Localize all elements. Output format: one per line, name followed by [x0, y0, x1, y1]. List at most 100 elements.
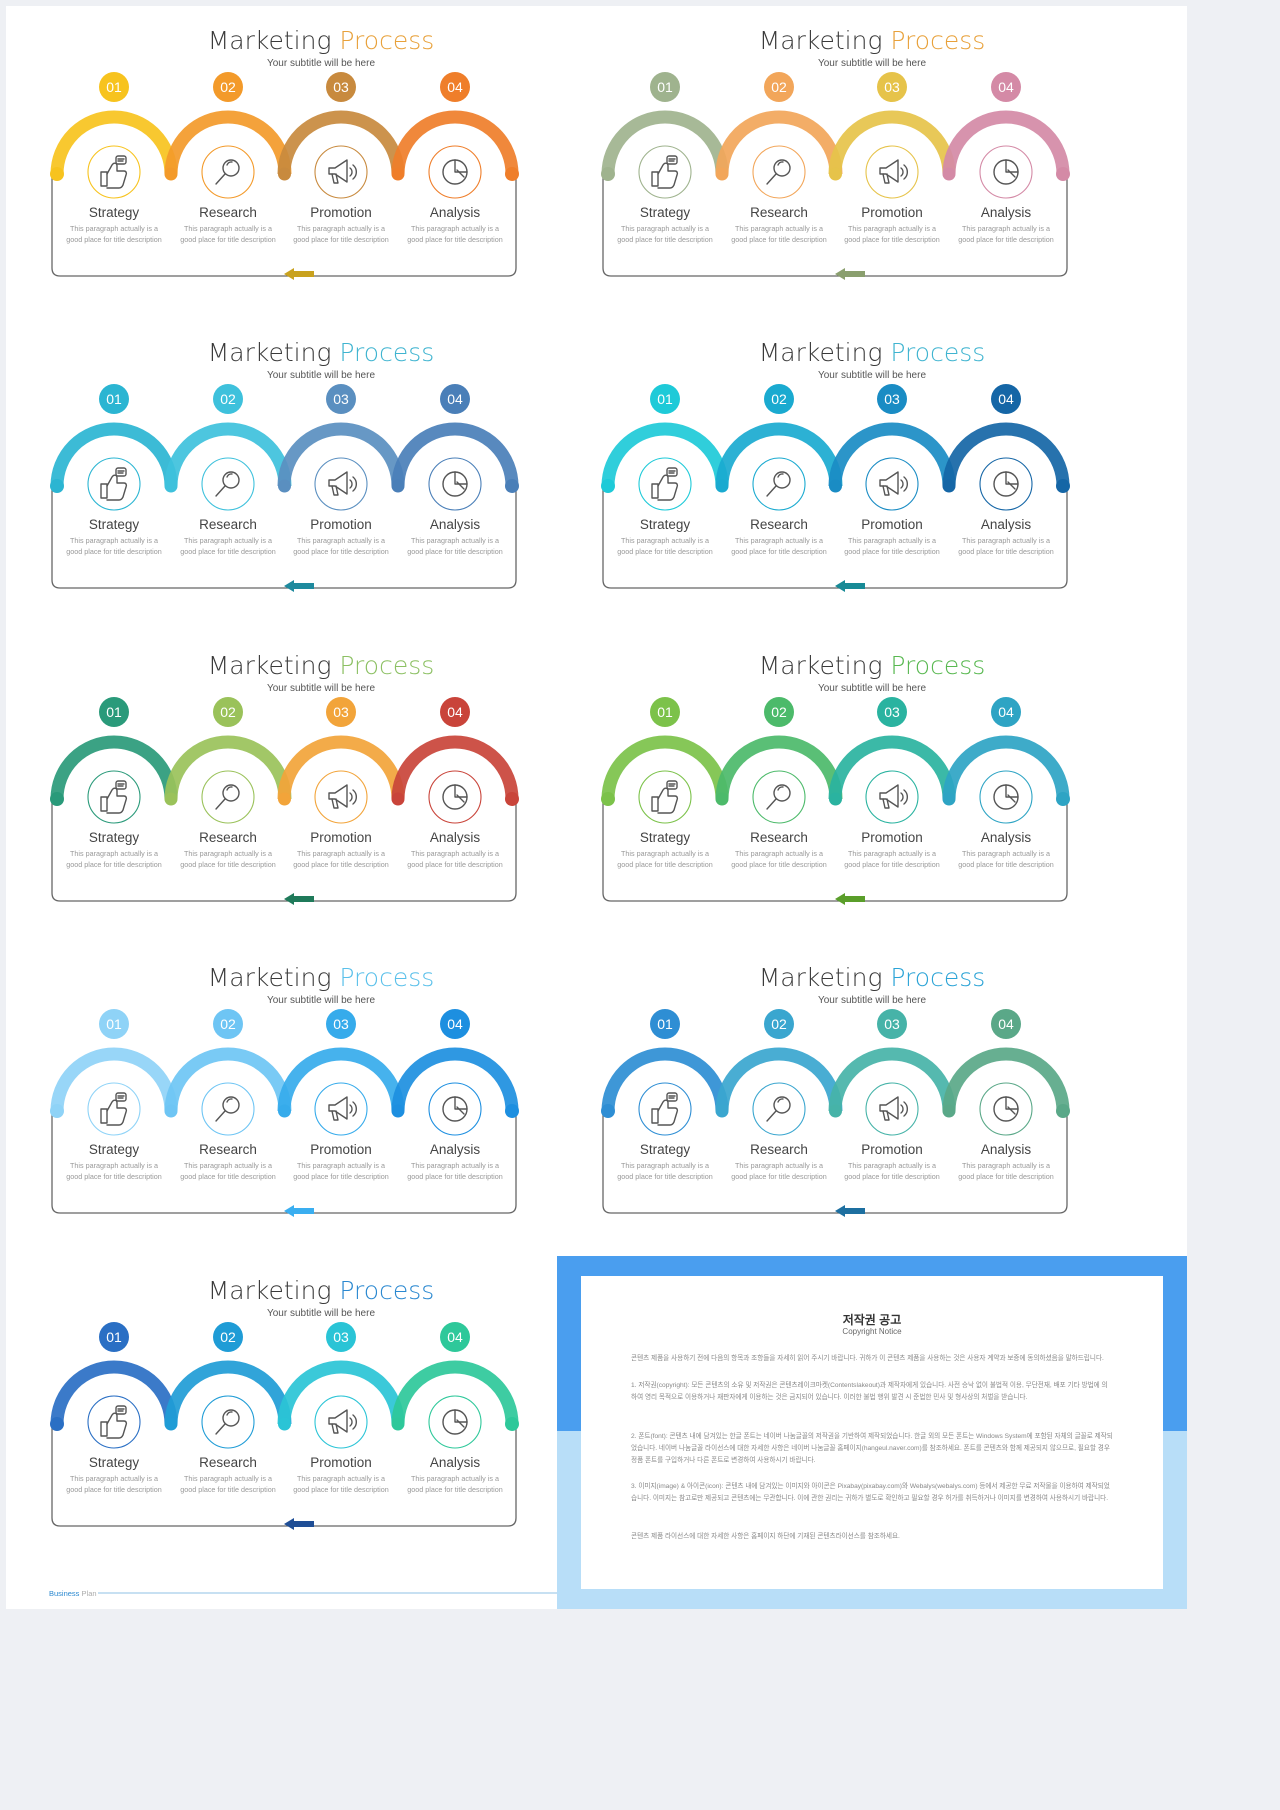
step-description: This paragraph actually is a good place …	[958, 849, 1054, 869]
joint-dot	[391, 792, 405, 806]
step-arc	[715, 735, 843, 800]
process-arcs	[50, 110, 568, 344]
step-label: Strategy	[639, 1142, 691, 1157]
joint-dot	[164, 1104, 178, 1118]
return-loop-line	[602, 801, 1068, 902]
joint-dot	[829, 1104, 842, 1118]
title-main: Marketing	[758, 338, 891, 367]
return-loop-line	[51, 1113, 517, 1214]
step-description: This paragraph actually is a good place …	[180, 1161, 276, 1181]
slide-title: Marketing Process	[6, 651, 636, 680]
megaphone-icon	[314, 1395, 368, 1449]
return-arrow	[284, 268, 314, 280]
step-description: This paragraph actually is a good place …	[731, 1161, 827, 1181]
step-number-badge: 03	[326, 384, 356, 414]
step-number-badge: 04	[440, 697, 470, 727]
slide-title: Marketing Process	[557, 338, 1187, 367]
magnifier-icon	[201, 457, 255, 511]
step-label: Analysis	[429, 205, 481, 220]
step-description: This paragraph actually is a good place …	[66, 536, 162, 556]
step-arc	[391, 422, 519, 487]
magnifier-icon	[201, 145, 255, 199]
pie-chart-icon	[979, 145, 1033, 199]
process-arcs	[601, 735, 1119, 969]
end-dot	[505, 167, 519, 181]
step-arc	[828, 110, 956, 175]
step-number-badge: 04	[991, 384, 1021, 414]
slide-subtitle: Your subtitle will be here	[266, 1308, 376, 1319]
joint-dot	[278, 167, 291, 181]
return-arrow	[284, 580, 314, 592]
step-label: Promotion	[310, 1142, 372, 1157]
process-arcs	[601, 1047, 1119, 1281]
process-arcs	[50, 1360, 568, 1594]
joint-dot	[715, 167, 729, 181]
return-loop-line	[602, 1113, 1068, 1214]
end-dot	[505, 479, 519, 493]
joint-dot	[164, 479, 178, 493]
step-number-badge: 04	[991, 72, 1021, 102]
thumbs-up-icon	[87, 145, 141, 199]
footer-label-a: Business	[49, 1589, 82, 1598]
step-description: This paragraph actually is a good place …	[617, 1161, 713, 1181]
thumbs-up-icon	[87, 1082, 141, 1136]
step-number-badge: 04	[440, 1322, 470, 1352]
step-description: This paragraph actually is a good place …	[293, 224, 389, 244]
step-label: Strategy	[88, 1455, 140, 1470]
step-arc	[942, 110, 1070, 175]
magnifier-icon	[752, 145, 806, 199]
step-label: Research	[750, 517, 808, 532]
step-number-badge: 01	[99, 697, 129, 727]
step-number-badge: 04	[440, 384, 470, 414]
notice-paragraph: 3. 이미지(image) & 아이콘(icon): 콘텐츠 내에 담겨있는 이…	[631, 1483, 1110, 1502]
step-arc	[391, 735, 519, 800]
return-arrow	[835, 268, 865, 280]
step-description: This paragraph actually is a good place …	[407, 1474, 503, 1494]
notice-subtitle: Copyright Notice	[842, 1327, 902, 1336]
megaphone-icon	[314, 145, 368, 199]
step-number-badge: 02	[764, 1009, 794, 1039]
pie-chart-icon	[428, 457, 482, 511]
step-number-badge: 03	[877, 72, 907, 102]
marketing-process-slide: Marketing Process Your subtitle will be h…	[6, 1256, 636, 1609]
slide-title: Marketing Process	[6, 963, 636, 992]
step-arc	[942, 1047, 1070, 1112]
joint-dot	[164, 167, 178, 181]
slide-title: Marketing Process	[6, 338, 636, 367]
step-label: Promotion	[310, 830, 372, 845]
step-description: This paragraph actually is a good place …	[66, 1161, 162, 1181]
joint-dot	[942, 167, 956, 181]
step-arc	[391, 1360, 519, 1425]
step-description: This paragraph actually is a good place …	[617, 536, 713, 556]
thumbs-up-icon	[638, 770, 692, 824]
slide-subtitle: Your subtitle will be here	[817, 683, 927, 694]
title-accent: Process	[890, 26, 986, 55]
step-arc	[277, 422, 405, 487]
slide-subtitle: Your subtitle will be here	[817, 995, 927, 1006]
step-description: This paragraph actually is a good place …	[407, 536, 503, 556]
step-label: Promotion	[310, 1455, 372, 1470]
step-arc	[942, 422, 1070, 487]
step-description: This paragraph actually is a good place …	[407, 224, 503, 244]
step-number-badge: 01	[99, 1322, 129, 1352]
title-main: Marketing	[207, 338, 340, 367]
joint-dot	[391, 479, 405, 493]
step-description: This paragraph actually is a good place …	[731, 536, 827, 556]
step-arc	[715, 422, 843, 487]
joint-dot	[391, 1417, 405, 1431]
step-label: Research	[199, 1455, 257, 1470]
step-label: Analysis	[980, 1142, 1032, 1157]
step-description: This paragraph actually is a good place …	[66, 1474, 162, 1494]
title-main: Marketing	[207, 1276, 340, 1305]
title-accent: Process	[890, 963, 986, 992]
step-number-badge: 02	[764, 384, 794, 414]
step-arc	[828, 735, 956, 800]
step-arc	[277, 735, 405, 800]
thumbs-up-icon	[638, 457, 692, 511]
end-dot	[1056, 479, 1070, 493]
step-arc	[601, 422, 729, 487]
joint-dot	[164, 1417, 178, 1431]
magnifier-icon	[752, 1082, 806, 1136]
megaphone-icon	[314, 1082, 368, 1136]
joint-dot	[942, 479, 956, 493]
